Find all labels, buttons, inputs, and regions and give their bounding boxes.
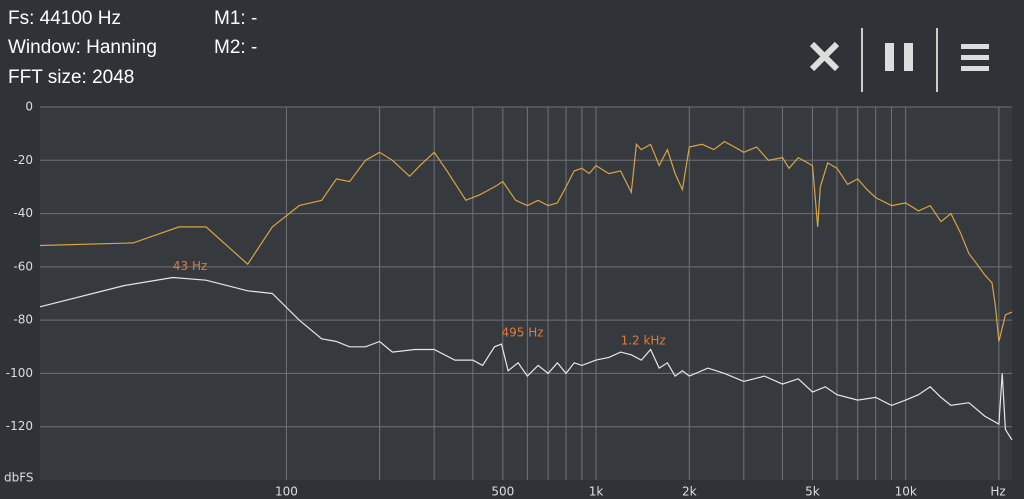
x-tick-label: 5k bbox=[805, 485, 820, 499]
peak-label: 1.2 kHz bbox=[621, 334, 666, 348]
y-tick-label: -100 bbox=[6, 366, 33, 380]
x-tick-label: 500 bbox=[491, 485, 514, 499]
y-tick-label: -40 bbox=[13, 206, 33, 220]
fft-size: FFT size: 2048 bbox=[8, 67, 134, 88]
x-tick-label: 10k bbox=[895, 485, 917, 499]
window: Window: Hanning bbox=[8, 37, 157, 58]
menu-button[interactable] bbox=[961, 44, 989, 71]
fs: Fs: 44100 Hz bbox=[8, 8, 121, 29]
peak-label: 495 Hz bbox=[501, 326, 543, 340]
marker-2: M2: - bbox=[214, 37, 257, 58]
y-tick-label: -20 bbox=[13, 153, 33, 167]
pause-button[interactable] bbox=[885, 43, 913, 71]
y-tick-label: -80 bbox=[13, 313, 33, 327]
x-tick-label: 1k bbox=[589, 485, 604, 499]
x-axis-label: Hz bbox=[990, 485, 1005, 499]
x-tick-label: 100 bbox=[275, 485, 298, 499]
y-tick-label: -120 bbox=[6, 419, 33, 433]
y-axis-label: dbFS bbox=[4, 471, 34, 485]
plot-area bbox=[40, 107, 1012, 480]
y-tick-label: -60 bbox=[13, 259, 33, 273]
spectrum-line bbox=[39, 276, 1013, 441]
y-tick-label: 0 bbox=[25, 100, 33, 114]
marker-1: M1: - bbox=[214, 8, 257, 29]
spectrum-line bbox=[39, 140, 1013, 342]
close-button[interactable] bbox=[809, 41, 840, 72]
peak-label: 43 Hz bbox=[173, 259, 207, 273]
x-tick-label: 2k bbox=[682, 485, 697, 499]
